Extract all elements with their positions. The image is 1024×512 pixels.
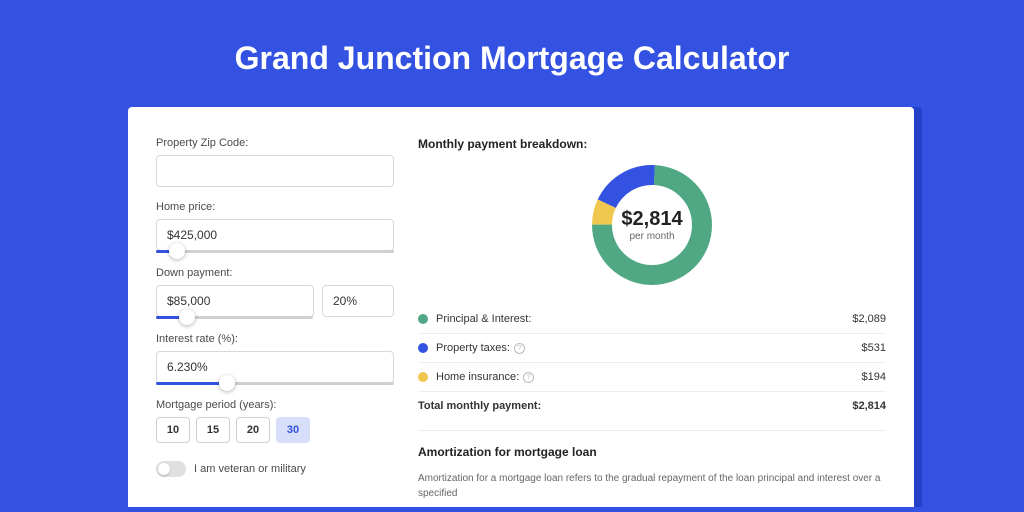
info-icon[interactable]: ? [523, 372, 534, 383]
legend-dot-insurance [418, 372, 428, 382]
legend-label-principal: Principal & Interest: [436, 313, 852, 325]
legend-text-insurance: Home insurance: [436, 371, 519, 383]
amortization-title: Amortization for mortgage loan [418, 445, 886, 459]
period-field-group: Mortgage period (years): 10 15 20 30 [156, 399, 394, 443]
down-payment-label: Down payment: [156, 267, 394, 279]
zip-field-group: Property Zip Code: [156, 137, 394, 187]
zip-label: Property Zip Code: [156, 137, 394, 149]
legend-row-total: Total monthly payment: $2,814 [418, 392, 886, 420]
home-price-input[interactable] [156, 219, 394, 251]
legend-row-principal: Principal & Interest: $2,089 [418, 305, 886, 334]
period-buttons: 10 15 20 30 [156, 417, 394, 443]
period-btn-10[interactable]: 10 [156, 417, 190, 443]
page-title: Grand Junction Mortgage Calculator [0, 0, 1024, 107]
info-icon[interactable]: ? [514, 343, 525, 354]
home-price-field-group: Home price: [156, 201, 394, 253]
amortization-section: Amortization for mortgage loan Amortizat… [418, 430, 886, 501]
amortization-text: Amortization for a mortgage loan refers … [418, 471, 886, 501]
legend-value-principal: $2,089 [852, 313, 886, 325]
legend-label-taxes: Property taxes: ? [436, 342, 862, 354]
legend-value-taxes: $531 [862, 342, 886, 354]
home-price-slider-thumb[interactable] [169, 243, 185, 259]
period-btn-30[interactable]: 30 [276, 417, 310, 443]
legend-row-insurance: Home insurance: ? $194 [418, 363, 886, 392]
veteran-toggle-knob [158, 463, 170, 475]
period-btn-20[interactable]: 20 [236, 417, 270, 443]
zip-input[interactable] [156, 155, 394, 187]
legend-value-total: $2,814 [852, 400, 886, 412]
down-payment-field-group: Down payment: [156, 267, 394, 319]
donut-chart-wrap: $2,814 per month [418, 165, 886, 285]
interest-field-group: Interest rate (%): [156, 333, 394, 385]
legend-value-insurance: $194 [862, 371, 886, 383]
veteran-toggle[interactable] [156, 461, 186, 477]
legend-text-principal: Principal & Interest: [436, 313, 531, 325]
veteran-row: I am veteran or military [156, 461, 394, 477]
donut-center-sub: per month [629, 231, 674, 242]
calculator-card: Property Zip Code: Home price: Down paym… [128, 107, 914, 507]
legend-dot-principal [418, 314, 428, 324]
donut-chart: $2,814 per month [592, 165, 712, 285]
breakdown-column: Monthly payment breakdown: $2,814 per mo… [418, 137, 886, 507]
period-btn-15[interactable]: 15 [196, 417, 230, 443]
legend-label-insurance: Home insurance: ? [436, 371, 862, 383]
veteran-label: I am veteran or military [194, 463, 306, 475]
interest-label: Interest rate (%): [156, 333, 394, 345]
legend-row-taxes: Property taxes: ? $531 [418, 334, 886, 363]
legend-text-taxes: Property taxes: [436, 342, 510, 354]
down-payment-pct-input[interactable] [322, 285, 394, 317]
interest-slider[interactable] [156, 382, 394, 385]
down-payment-slider[interactable] [156, 316, 313, 319]
period-label: Mortgage period (years): [156, 399, 394, 411]
legend-dot-taxes [418, 343, 428, 353]
legend-label-total: Total monthly payment: [418, 400, 852, 412]
interest-input[interactable] [156, 351, 394, 383]
home-price-label: Home price: [156, 201, 394, 213]
down-payment-slider-thumb[interactable] [179, 309, 195, 325]
interest-slider-thumb[interactable] [219, 375, 235, 391]
form-column: Property Zip Code: Home price: Down paym… [156, 137, 394, 507]
home-price-slider[interactable] [156, 250, 394, 253]
breakdown-title: Monthly payment breakdown: [418, 137, 886, 151]
donut-center-amount: $2,814 [621, 208, 683, 230]
interest-slider-fill [156, 382, 227, 385]
